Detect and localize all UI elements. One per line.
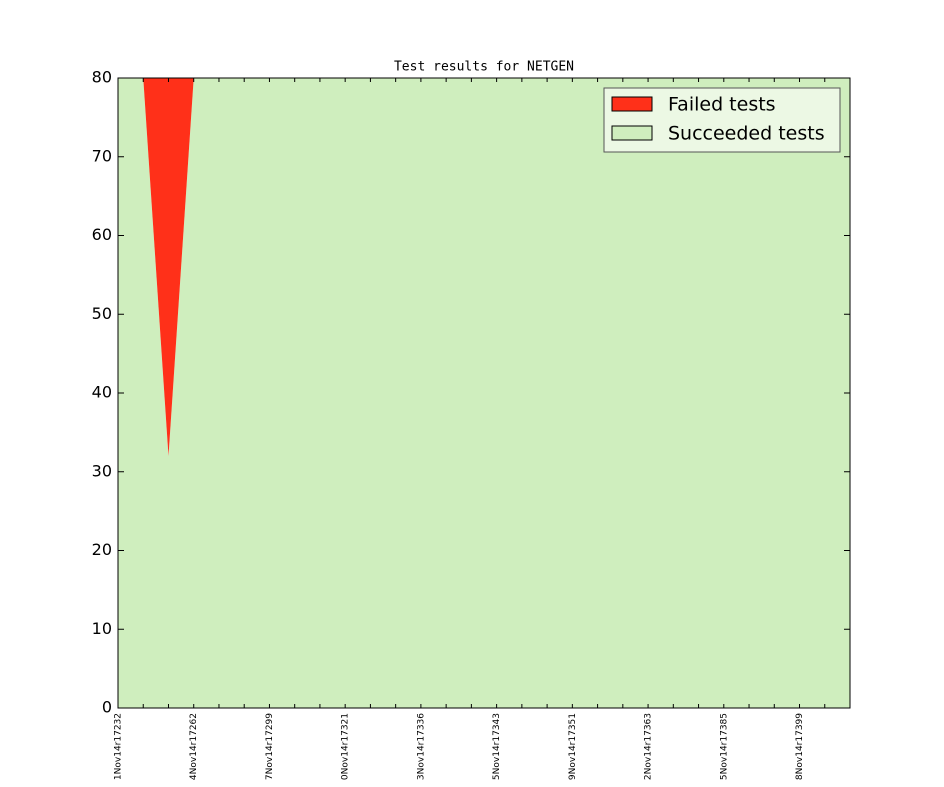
y-tick-label: 80	[92, 68, 112, 87]
x-tick-label: 3Nov14r17336	[416, 713, 426, 780]
x-tick-label: 1Nov14r17232	[114, 713, 124, 780]
y-tick-label: 10	[92, 619, 112, 638]
y-tick-label: 20	[92, 540, 112, 559]
x-tick-label: 9Nov14r17351	[568, 713, 578, 780]
legend-swatch	[611, 125, 653, 141]
y-tick-label: 30	[92, 461, 112, 480]
x-tick-label: 4Nov14r17262	[189, 713, 199, 780]
legend: Failed tests Succeeded tests	[603, 87, 841, 153]
x-tick-label: 7Nov14r17299	[265, 713, 275, 780]
area	[118, 78, 850, 456]
legend-label: Failed tests	[668, 94, 776, 116]
y-tick-label: 50	[92, 304, 112, 323]
y-tick-label: 60	[92, 225, 112, 244]
x-tick-label: 0Nov14r17321	[341, 713, 351, 780]
y-tick-label: 40	[92, 383, 112, 402]
x-tick-label: 5Nov14r17343	[492, 713, 502, 780]
axes: 0 10 20 30 40 50 60 70 80 1Nov14r17232 4Nov14r1726…	[92, 68, 851, 780]
legend-label: Succeeded tests	[668, 123, 825, 145]
x-tick-label: 8Nov14r17399	[795, 713, 805, 780]
legend-swatch	[611, 96, 653, 112]
chart-title: Test results for NETGEN	[394, 60, 574, 75]
y-tick-label: 70	[92, 146, 112, 165]
plot-area	[118, 78, 850, 708]
area	[118, 78, 850, 708]
y-tick-label: 0	[102, 698, 112, 717]
x-tick-label: 5Nov14r17385	[719, 713, 729, 780]
x-tick-label: 2Nov14r17363	[644, 713, 654, 780]
